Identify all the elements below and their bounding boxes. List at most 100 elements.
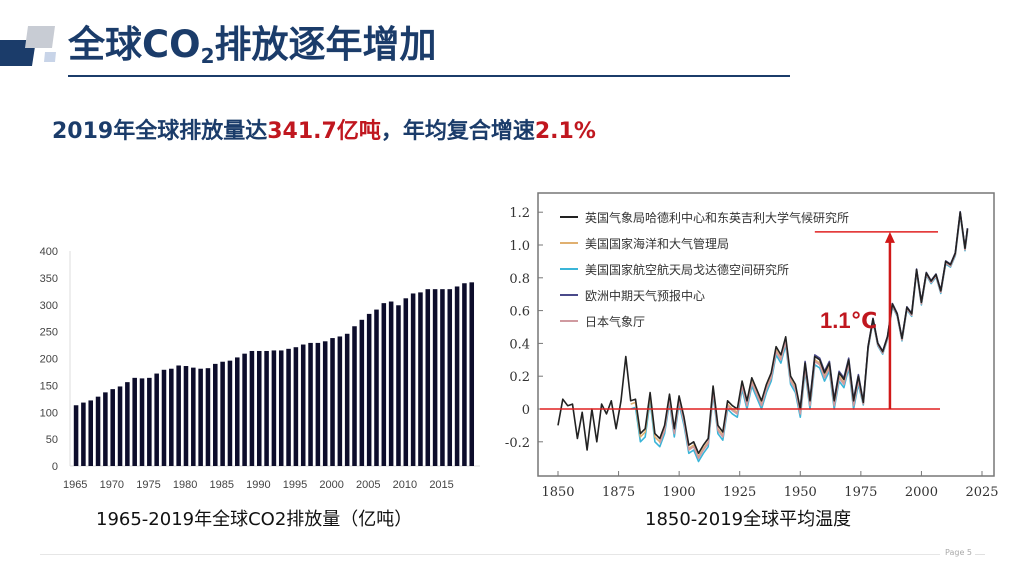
bar (227, 360, 233, 466)
y-tick-label: 200 (40, 354, 58, 366)
legend-label: 美国国家海洋和大气管理局 (585, 236, 729, 251)
bar (432, 289, 438, 466)
bar (293, 347, 299, 466)
bar (264, 350, 269, 466)
x-tick-label: 1975 (136, 479, 160, 491)
y-tick-label: -0.2 (505, 436, 530, 451)
bar (286, 348, 291, 466)
x-tick-label: 1875 (602, 485, 635, 500)
bar (95, 396, 101, 466)
x-tick-label: 1980 (173, 479, 197, 491)
bar (147, 377, 152, 466)
bar (322, 341, 328, 466)
temperature-series-line (557, 211, 969, 455)
bar (337, 336, 343, 466)
x-tick-label: 1900 (663, 485, 696, 500)
bar (154, 373, 159, 466)
x-tick-label: 1975 (844, 485, 877, 500)
bar (132, 377, 137, 466)
y-tick-label: 350 (40, 273, 58, 285)
x-tick-label: 1850 (541, 485, 574, 500)
y-tick-label: 0.6 (509, 305, 530, 320)
footer-dash (975, 554, 985, 555)
y-tick-label: 50 (46, 434, 58, 446)
bar (256, 350, 262, 466)
y-tick-label: 0 (522, 403, 530, 418)
bar (271, 350, 277, 466)
bar (469, 282, 475, 466)
co2-emissions-bar-chart: 0 50 100 150 200 250 300 350 400 1965 1970 1975 1980… (40, 246, 480, 491)
bar (191, 367, 196, 466)
x-tick-label: 2015 (429, 479, 453, 491)
bar (213, 363, 218, 466)
y-tick-label: 100 (40, 407, 58, 419)
bar (454, 286, 460, 466)
temperature-rise-label: 1.1℃ (820, 308, 877, 333)
header-decoration-icon (0, 26, 56, 66)
bar (403, 298, 409, 466)
bar (300, 344, 306, 466)
plot-frame (537, 192, 995, 477)
page-title: 全球CO2排放逐年增加 (68, 23, 437, 68)
right-chart-caption: 1850-2019全球平均温度 (645, 509, 852, 530)
x-tick-label: 1950 (784, 485, 817, 500)
headline-stat: 2019年全球排放量达341.7亿吨，年均复合增速2.1% (52, 119, 596, 144)
bar (205, 368, 211, 466)
bar (198, 368, 203, 466)
bar (381, 303, 387, 466)
bar (278, 350, 284, 466)
bar (110, 389, 115, 466)
emission-value: 341.7亿吨 (267, 119, 381, 144)
y-tick-label: 0.8 (509, 272, 530, 287)
bar (81, 402, 86, 466)
y-tick-label: 0 (52, 461, 58, 473)
growth-rate: 2.1% (534, 119, 596, 144)
x-tick-label: 2000 (905, 485, 938, 500)
bar (366, 313, 372, 466)
bar (88, 400, 93, 466)
x-tick-label: 2010 (393, 479, 417, 491)
bar (440, 289, 445, 466)
bar (103, 392, 108, 466)
x-tick-label: 1990 (246, 479, 270, 491)
x-tick-label: 1925 (723, 485, 756, 500)
x-tick-label: 1995 (283, 479, 307, 491)
y-tick-label: 250 (40, 327, 58, 339)
bar (235, 357, 240, 466)
bar (396, 305, 401, 466)
bar (220, 361, 225, 466)
y-tick-label: 150 (40, 380, 58, 392)
bar (308, 342, 313, 466)
bar (249, 350, 255, 466)
x-tick-label: 1970 (100, 479, 124, 491)
bar (359, 319, 365, 466)
footer-divider (40, 554, 940, 555)
bar (418, 292, 423, 466)
bar (169, 368, 174, 466)
x-tick-label: 1985 (210, 479, 234, 491)
legend-label: 日本气象厅 (585, 314, 645, 329)
y-tick-label: 0.2 (509, 370, 530, 385)
title-underline (68, 75, 790, 77)
legend-label: 美国国家航空航天局戈达德空间研究所 (585, 262, 789, 277)
y-tick-label: 300 (40, 300, 58, 312)
x-tick-label: 1965 (63, 479, 87, 491)
bar (125, 382, 130, 466)
bar (388, 301, 394, 466)
bar (425, 289, 431, 466)
bar (117, 386, 123, 466)
bar (344, 333, 350, 466)
bar (374, 309, 379, 466)
page-number: Page 5 (945, 548, 972, 557)
bar (352, 326, 357, 466)
bar (462, 283, 467, 466)
legend-label: 英国气象局哈德利中心和东英吉利大学气候研究所 (585, 210, 849, 225)
y-tick-label: 0.4 (509, 337, 530, 352)
bar (410, 293, 416, 466)
y-tick-label: 1.2 (509, 206, 530, 221)
bar (330, 338, 335, 466)
left-chart-caption: 1965-2019年全球CO2排放量（亿吨） (96, 509, 413, 530)
bar (447, 289, 453, 466)
bar (242, 353, 247, 466)
bar (139, 378, 145, 466)
